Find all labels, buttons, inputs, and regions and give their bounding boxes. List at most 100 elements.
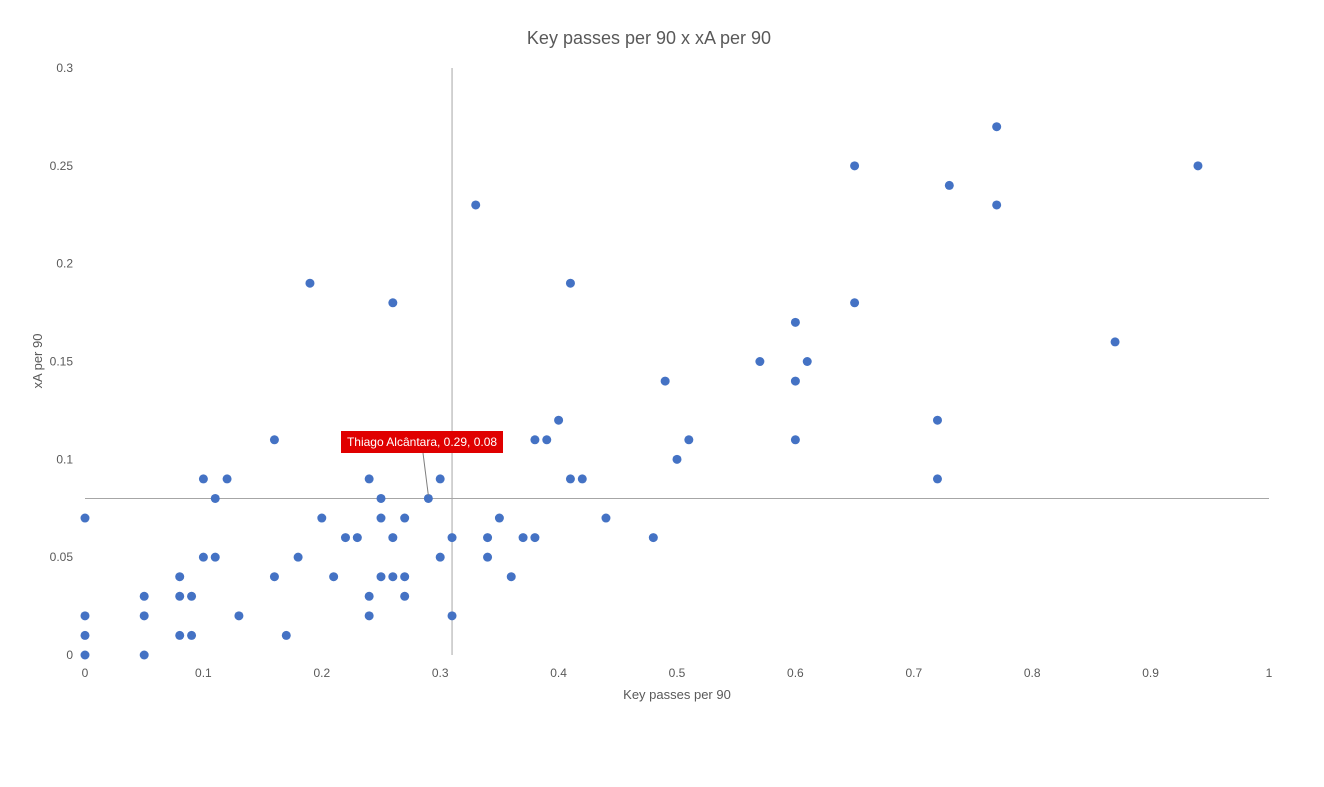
data-point — [329, 572, 339, 582]
x-tick-label: 0 — [82, 666, 89, 680]
data-point — [518, 533, 528, 543]
data-point — [234, 611, 244, 621]
data-point — [388, 572, 398, 582]
y-tick-label: 0.1 — [56, 452, 73, 466]
data-point — [80, 513, 90, 523]
data-point — [565, 278, 575, 288]
data-point — [660, 376, 670, 386]
data-point — [340, 533, 350, 543]
data-point — [364, 474, 374, 484]
data-point — [175, 591, 185, 601]
data-point — [364, 591, 374, 601]
data-point — [210, 493, 220, 503]
data-point — [447, 611, 457, 621]
data-point — [435, 552, 445, 562]
data-point — [992, 122, 1002, 132]
data-point — [269, 435, 279, 445]
y-axis-title: xA per 90 — [30, 334, 45, 389]
data-point — [198, 474, 208, 484]
data-point — [352, 533, 362, 543]
data-point — [542, 435, 552, 445]
data-point — [802, 357, 812, 366]
data-point — [423, 493, 433, 503]
data-point — [494, 513, 504, 523]
data-point — [530, 435, 540, 445]
data-point — [388, 298, 398, 308]
data-point — [198, 552, 208, 562]
x-tick-label: 0.6 — [787, 666, 804, 680]
y-tick-labels: 0 0.05 0.1 0.15 0.2 0.25 0.3 — [50, 61, 74, 662]
data-point — [376, 513, 386, 523]
data-point — [932, 415, 942, 425]
data-point — [944, 180, 954, 190]
x-tick-label: 0.2 — [313, 666, 330, 680]
data-point — [932, 474, 942, 484]
annotation-box — [341, 431, 503, 453]
x-tick-label: 0.4 — [550, 666, 567, 680]
x-tick-labels: 0 0.1 0.2 0.3 0.4 0.5 0.6 0.7 0.8 0.9 1 — [82, 666, 1273, 680]
annotation: Thiago Alcântara, 0.29, 0.08 — [341, 431, 503, 496]
data-point — [175, 630, 185, 640]
data-point — [506, 572, 516, 582]
data-point — [305, 278, 315, 288]
data-point — [850, 298, 860, 308]
data-point — [400, 591, 410, 601]
data-point — [80, 630, 90, 640]
data-point — [80, 650, 90, 660]
data-point — [790, 376, 800, 386]
data-point — [317, 513, 327, 523]
data-point — [672, 454, 682, 464]
data-point — [222, 474, 232, 484]
data-point — [400, 572, 410, 582]
y-tick-label: 0.25 — [50, 159, 74, 173]
data-point — [471, 200, 481, 210]
data-points — [80, 122, 1203, 660]
reference-lines — [85, 68, 1269, 655]
data-point — [187, 591, 197, 601]
data-point — [281, 630, 291, 640]
data-point — [447, 533, 457, 543]
data-point — [483, 533, 493, 543]
data-point — [364, 611, 374, 621]
x-tick-label: 0.9 — [1142, 666, 1159, 680]
y-tick-label: 0.3 — [56, 61, 73, 75]
data-point — [648, 533, 658, 543]
x-tick-label: 0.8 — [1024, 666, 1041, 680]
annotation-leader-line — [422, 452, 429, 496]
data-point — [1110, 337, 1120, 347]
data-point — [139, 591, 149, 601]
data-point — [554, 415, 564, 425]
data-point — [850, 161, 860, 171]
data-point — [210, 552, 220, 562]
x-tick-label: 1 — [1266, 666, 1273, 680]
data-point — [139, 611, 149, 621]
data-point — [992, 200, 1002, 210]
x-axis-title: Key passes per 90 — [623, 687, 731, 702]
data-point — [435, 474, 445, 484]
data-point — [269, 572, 279, 582]
data-point — [175, 572, 185, 582]
data-point — [577, 474, 587, 484]
y-tick-label: 0.2 — [56, 257, 73, 271]
data-point — [139, 650, 149, 660]
x-tick-label: 0.7 — [905, 666, 922, 680]
data-point — [376, 572, 386, 582]
y-tick-label: 0.05 — [50, 550, 74, 564]
x-tick-label: 0.1 — [195, 666, 212, 680]
data-point — [376, 493, 386, 503]
data-point — [187, 630, 197, 640]
data-point — [565, 474, 575, 484]
data-point — [601, 513, 611, 523]
y-tick-label: 0.15 — [50, 355, 74, 369]
data-point — [80, 611, 90, 621]
data-point — [790, 435, 800, 445]
data-point — [684, 435, 694, 445]
data-point — [483, 552, 493, 562]
y-tick-label: 0 — [66, 648, 73, 662]
data-point — [388, 533, 398, 543]
annotation-label: Thiago Alcântara, 0.29, 0.08 — [347, 435, 497, 449]
data-point — [1193, 161, 1203, 171]
data-point — [755, 357, 765, 366]
